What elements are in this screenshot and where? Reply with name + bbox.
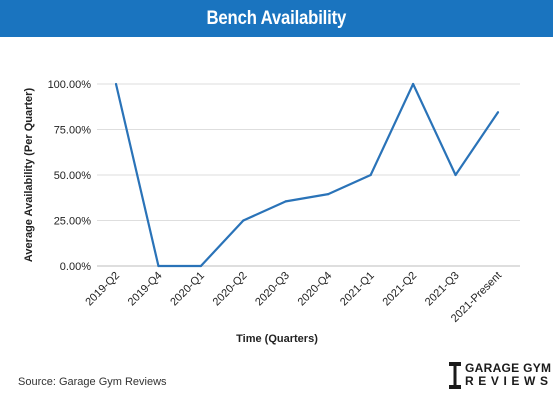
x-tick-label: 2020-Q4 — [296, 270, 335, 309]
data-point — [412, 82, 415, 86]
dumbbell-icon — [449, 362, 461, 389]
data-point — [242, 219, 245, 222]
data-point — [369, 173, 372, 177]
y-tick-label: 50.00% — [54, 170, 92, 182]
chart-title: Bench Availability — [206, 7, 347, 29]
y-tick-label: 75.00% — [54, 125, 92, 137]
x-tick-label: 2020-Q1 — [168, 270, 207, 309]
data-point — [327, 193, 330, 196]
data-point — [496, 111, 500, 114]
logo-text-line2: REVIEWS — [465, 374, 553, 388]
garage-gym-reviews-logo: GARAGE GYM REVIEWS — [448, 361, 551, 389]
y-tick-label: 25.00% — [54, 216, 92, 228]
x-tick-label: 2019-Q4 — [126, 270, 165, 309]
series-line — [114, 82, 499, 268]
x-tick-label: 2021-Q2 — [380, 270, 419, 309]
x-tick-label: 2019-Q2 — [83, 270, 122, 309]
title-bar: Bench Availability — [0, 0, 553, 37]
y-axis-title: Average Availability (Per Quarter) — [23, 88, 35, 263]
source-note: Source: Garage Gym Reviews — [18, 376, 167, 388]
x-tick-label: 2021-Q1 — [338, 270, 377, 309]
logo-text-line1: GARAGE GYM — [465, 361, 552, 375]
data-point — [114, 82, 118, 86]
data-point — [157, 264, 160, 268]
x-tick-label: 2020-Q2 — [211, 270, 250, 309]
x-tick-label: 2021-Q3 — [423, 270, 462, 309]
x-tick-label: 2020-Q3 — [253, 270, 292, 309]
data-point — [284, 200, 287, 203]
x-axis-title: Time (Quarters) — [236, 333, 318, 345]
y-tick-label: 0.00% — [60, 261, 91, 273]
y-tick-label: 100.00% — [48, 79, 92, 91]
data-point — [454, 173, 457, 177]
data-point — [199, 264, 202, 268]
